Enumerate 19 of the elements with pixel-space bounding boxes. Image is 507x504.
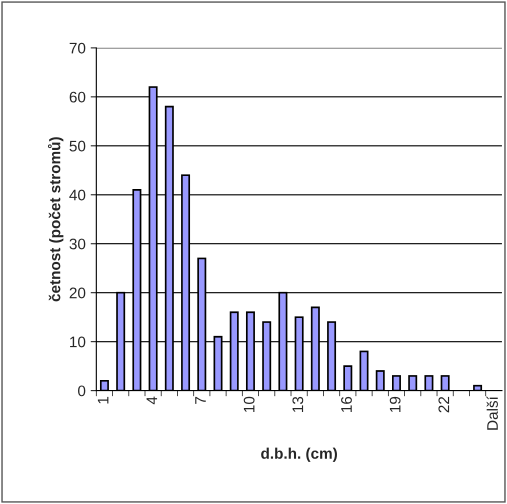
y-tick-label: 0 xyxy=(78,385,86,396)
x-tick-label: 7 xyxy=(195,396,206,404)
x-tick-label: 10 xyxy=(244,396,255,412)
x-tick-label: 4 xyxy=(146,396,158,404)
x-tick-label: 16 xyxy=(341,396,352,412)
x-axis-title: d.b.h. (cm) xyxy=(261,448,337,462)
y-tick-label: 40 xyxy=(69,190,86,200)
x-tick-label: Další xyxy=(486,396,498,430)
x-tick-label: 13 xyxy=(292,396,304,412)
x-tick-label: 22 xyxy=(438,396,450,412)
y-axis-title: četnost (počet stromů) xyxy=(48,137,64,302)
y-tick-label: 60 xyxy=(70,92,86,103)
x-tick-label: 1 xyxy=(98,396,108,404)
y-tick-label: 30 xyxy=(70,238,86,250)
y-tick-label: 20 xyxy=(70,288,86,298)
y-tick-label: 50 xyxy=(70,140,86,152)
y-tick-label: 10 xyxy=(70,336,86,348)
x-tick-label: 19 xyxy=(390,396,401,412)
y-tick-label: 70 xyxy=(70,42,86,54)
